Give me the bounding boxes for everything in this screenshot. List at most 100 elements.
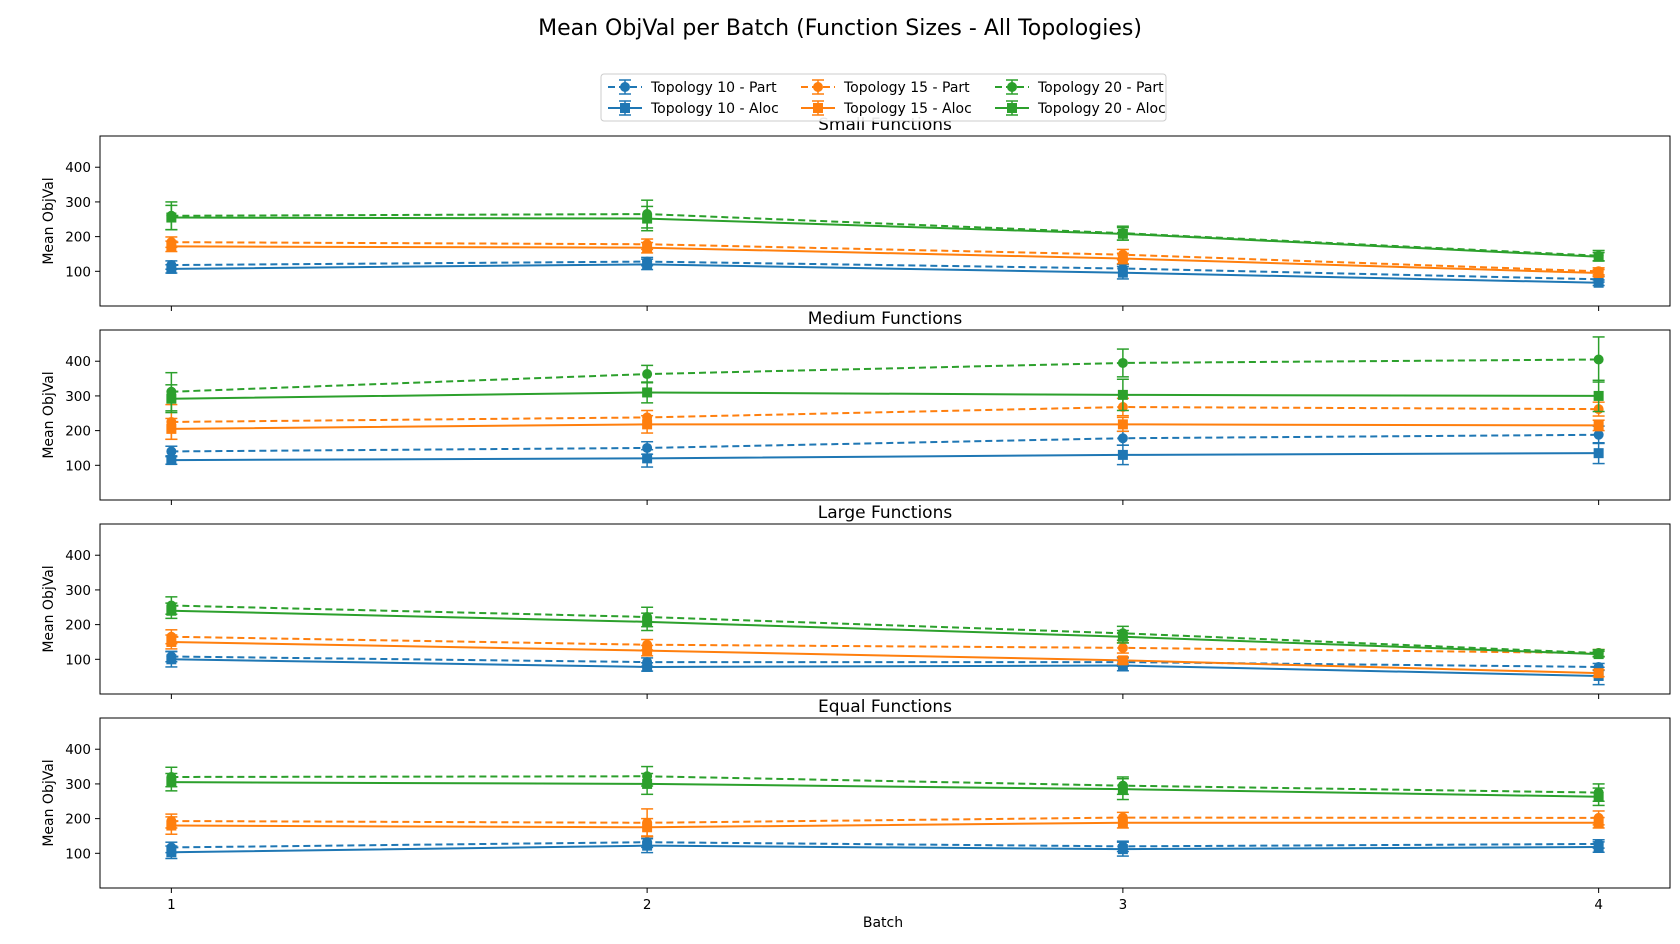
series-equal-functions-topology-10-aloc	[165, 837, 1605, 860]
point-large-functions-topology-10-aloc-1	[166, 654, 177, 665]
legend-label-topology-15-part: Topology 15 - Part	[843, 80, 970, 96]
legend-entry-topology-10-part: Topology 10 - Part	[608, 79, 777, 96]
point-medium-functions-topology-20-aloc-2	[642, 387, 653, 398]
point-equal-functions-topology-20-aloc-4	[1593, 791, 1604, 802]
y-tick-label-medium-functions-300: 300	[65, 389, 91, 405]
legend: Topology 10 - Part Topology 10 - Aloc Topo…	[600, 73, 1167, 122]
series-small-functions-topology-15-aloc	[165, 240, 1605, 279]
legend-box	[600, 73, 1167, 122]
series-large-functions-topology-20-part	[165, 596, 1605, 659]
point-small-functions-topology-20-aloc-3	[1117, 228, 1128, 239]
series-large-functions-topology-20-aloc	[165, 602, 1605, 660]
series-medium-functions-topology-20-aloc	[165, 378, 1605, 414]
point-equal-functions-topology-10-aloc-3	[1117, 844, 1128, 855]
legend-entry-topology-15-aloc: Topology 15 - Aloc	[801, 100, 972, 117]
series-line-equal-functions-topology-10-aloc	[171, 844, 1599, 854]
series-line-large-functions-topology-15-aloc	[171, 640, 1599, 675]
y-tick-label-equal-functions-300: 300	[65, 777, 91, 793]
x-tick-label-3: 3	[1119, 897, 1128, 913]
point-medium-functions-topology-20-part-4	[1593, 354, 1604, 365]
point-small-functions-topology-15-aloc-3	[1117, 253, 1128, 264]
legend-label-topology-10-part: Topology 10 - Part	[650, 80, 777, 96]
point-medium-functions-topology-10-part-2	[642, 442, 653, 453]
y-tick-label-small-functions-100: 100	[65, 264, 91, 280]
y-axis-label-medium-functions: Mean ObjVal	[41, 371, 57, 458]
y-axis-label-equal-functions: Mean ObjVal	[41, 759, 57, 846]
series-large-functions-topology-15-part	[165, 629, 1605, 659]
y-tick-label-equal-functions-200: 200	[65, 812, 91, 828]
series-medium-functions-topology-15-part	[165, 397, 1605, 441]
point-medium-functions-topology-10-part-3	[1117, 433, 1128, 444]
point-medium-functions-topology-20-part-3	[1117, 357, 1128, 368]
series-medium-functions-topology-10-aloc	[165, 442, 1605, 468]
axes-frame-equal-functions	[99, 717, 1671, 889]
point-equal-functions-topology-15-aloc-1	[166, 820, 177, 831]
series-small-functions-topology-20-aloc	[165, 204, 1605, 262]
panel-medium-functions: Medium Functions Mean ObjVal 100 200 300 400	[41, 309, 1671, 505]
series-small-functions-topology-15-part	[165, 236, 1605, 277]
point-equal-functions-topology-10-aloc-1	[166, 847, 177, 858]
point-equal-functions-topology-15-aloc-4	[1593, 817, 1604, 828]
legend-entry-topology-20-part: Topology 20 - Part	[995, 79, 1164, 96]
point-medium-functions-topology-20-aloc-3	[1117, 389, 1128, 400]
point-medium-functions-topology-15-aloc-1	[166, 423, 177, 434]
x-tick-label-1: 1	[167, 897, 176, 913]
x-tick-label-2: 2	[643, 897, 652, 913]
point-medium-functions-topology-10-part-4	[1593, 429, 1604, 440]
y-tick-label-large-functions-400: 400	[65, 548, 91, 564]
point-small-functions-topology-10-aloc-1	[166, 263, 177, 274]
point-large-functions-topology-20-aloc-4	[1593, 649, 1604, 660]
point-large-functions-topology-15-aloc-1	[166, 636, 177, 647]
legend-entry-topology-20-aloc: Topology 20 - Aloc	[995, 100, 1166, 117]
y-tick-label-medium-functions-200: 200	[65, 424, 91, 440]
legend-label-topology-15-aloc: Topology 15 - Aloc	[843, 101, 972, 117]
panel-equal-functions: Equal Functions Mean ObjVal 100 200 300 400 1 2…	[41, 697, 1671, 913]
point-medium-functions-topology-20-part-2	[642, 369, 653, 380]
series-line-medium-functions-topology-15-aloc	[171, 423, 1599, 430]
y-tick-label-medium-functions-100: 100	[65, 458, 91, 474]
axes-frame-medium-functions	[99, 329, 1671, 501]
series-line-small-functions-topology-20-aloc	[171, 216, 1599, 258]
series-line-medium-functions-topology-20-part	[171, 358, 1599, 393]
point-equal-functions-topology-15-aloc-2	[642, 822, 653, 833]
series-line-small-functions-topology-10-part	[171, 260, 1599, 281]
y-tick-label-large-functions-100: 100	[65, 652, 91, 668]
series-line-large-functions-topology-20-aloc	[171, 609, 1599, 656]
legend-label-topology-20-aloc: Topology 20 - Aloc	[1037, 101, 1166, 117]
point-medium-functions-topology-10-aloc-4	[1593, 448, 1604, 459]
y-axis-label-large-functions: Mean ObjVal	[41, 565, 57, 652]
series-line-equal-functions-topology-15-aloc	[171, 821, 1599, 829]
point-small-functions-topology-15-aloc-2	[642, 242, 653, 253]
series-medium-functions-topology-20-part	[165, 336, 1605, 412]
series-line-small-functions-topology-10-aloc	[171, 263, 1599, 284]
series-line-small-functions-topology-15-part	[171, 241, 1599, 273]
point-large-functions-topology-10-aloc-2	[642, 661, 653, 672]
series-medium-functions-topology-15-aloc	[165, 414, 1605, 441]
series-line-equal-functions-topology-20-part	[171, 775, 1599, 794]
series-line-medium-functions-topology-10-aloc	[171, 452, 1599, 462]
legend-entry-topology-10-aloc: Topology 10 - Aloc	[608, 100, 779, 117]
point-medium-functions-topology-10-part-1	[166, 446, 177, 457]
y-tick-label-small-functions-300: 300	[65, 195, 91, 211]
point-small-functions-topology-20-aloc-4	[1593, 251, 1604, 262]
legend-label-topology-10-aloc: Topology 10 - Aloc	[650, 101, 779, 117]
point-large-functions-topology-15-aloc-3	[1117, 655, 1128, 666]
series-line-equal-functions-topology-15-part	[171, 816, 1599, 824]
series-line-medium-functions-topology-20-aloc	[171, 391, 1599, 400]
series-line-small-functions-topology-20-part	[171, 213, 1599, 257]
point-large-functions-topology-15-aloc-4	[1593, 668, 1604, 679]
axes-frame-small-functions	[99, 135, 1671, 307]
point-equal-functions-topology-20-aloc-2	[642, 778, 653, 789]
point-medium-functions-topology-20-aloc-1	[166, 393, 177, 404]
series-equal-functions-topology-15-aloc	[165, 816, 1605, 837]
y-tick-label-small-functions-400: 400	[65, 160, 91, 176]
point-large-functions-topology-20-aloc-3	[1117, 631, 1128, 642]
series-line-equal-functions-topology-20-aloc	[171, 781, 1599, 798]
x-axis-label: Batch	[863, 915, 903, 931]
point-medium-functions-topology-15-aloc-2	[642, 419, 653, 430]
y-tick-label-equal-functions-400: 400	[65, 742, 91, 758]
point-large-functions-topology-15-part-3	[1117, 642, 1128, 653]
series-line-equal-functions-topology-10-part	[171, 841, 1599, 849]
